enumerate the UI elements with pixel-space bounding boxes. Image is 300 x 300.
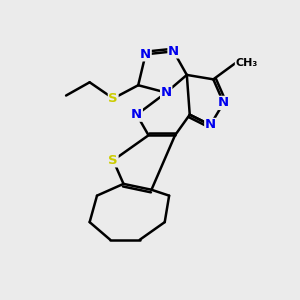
Text: CH₃: CH₃	[236, 58, 258, 68]
Text: N: N	[160, 86, 172, 99]
Text: N: N	[131, 108, 142, 121]
Text: S: S	[108, 92, 118, 105]
Text: N: N	[140, 48, 151, 61]
Text: N: N	[168, 45, 179, 58]
Text: S: S	[108, 154, 118, 167]
Text: N: N	[218, 96, 229, 110]
Text: N: N	[205, 118, 216, 131]
